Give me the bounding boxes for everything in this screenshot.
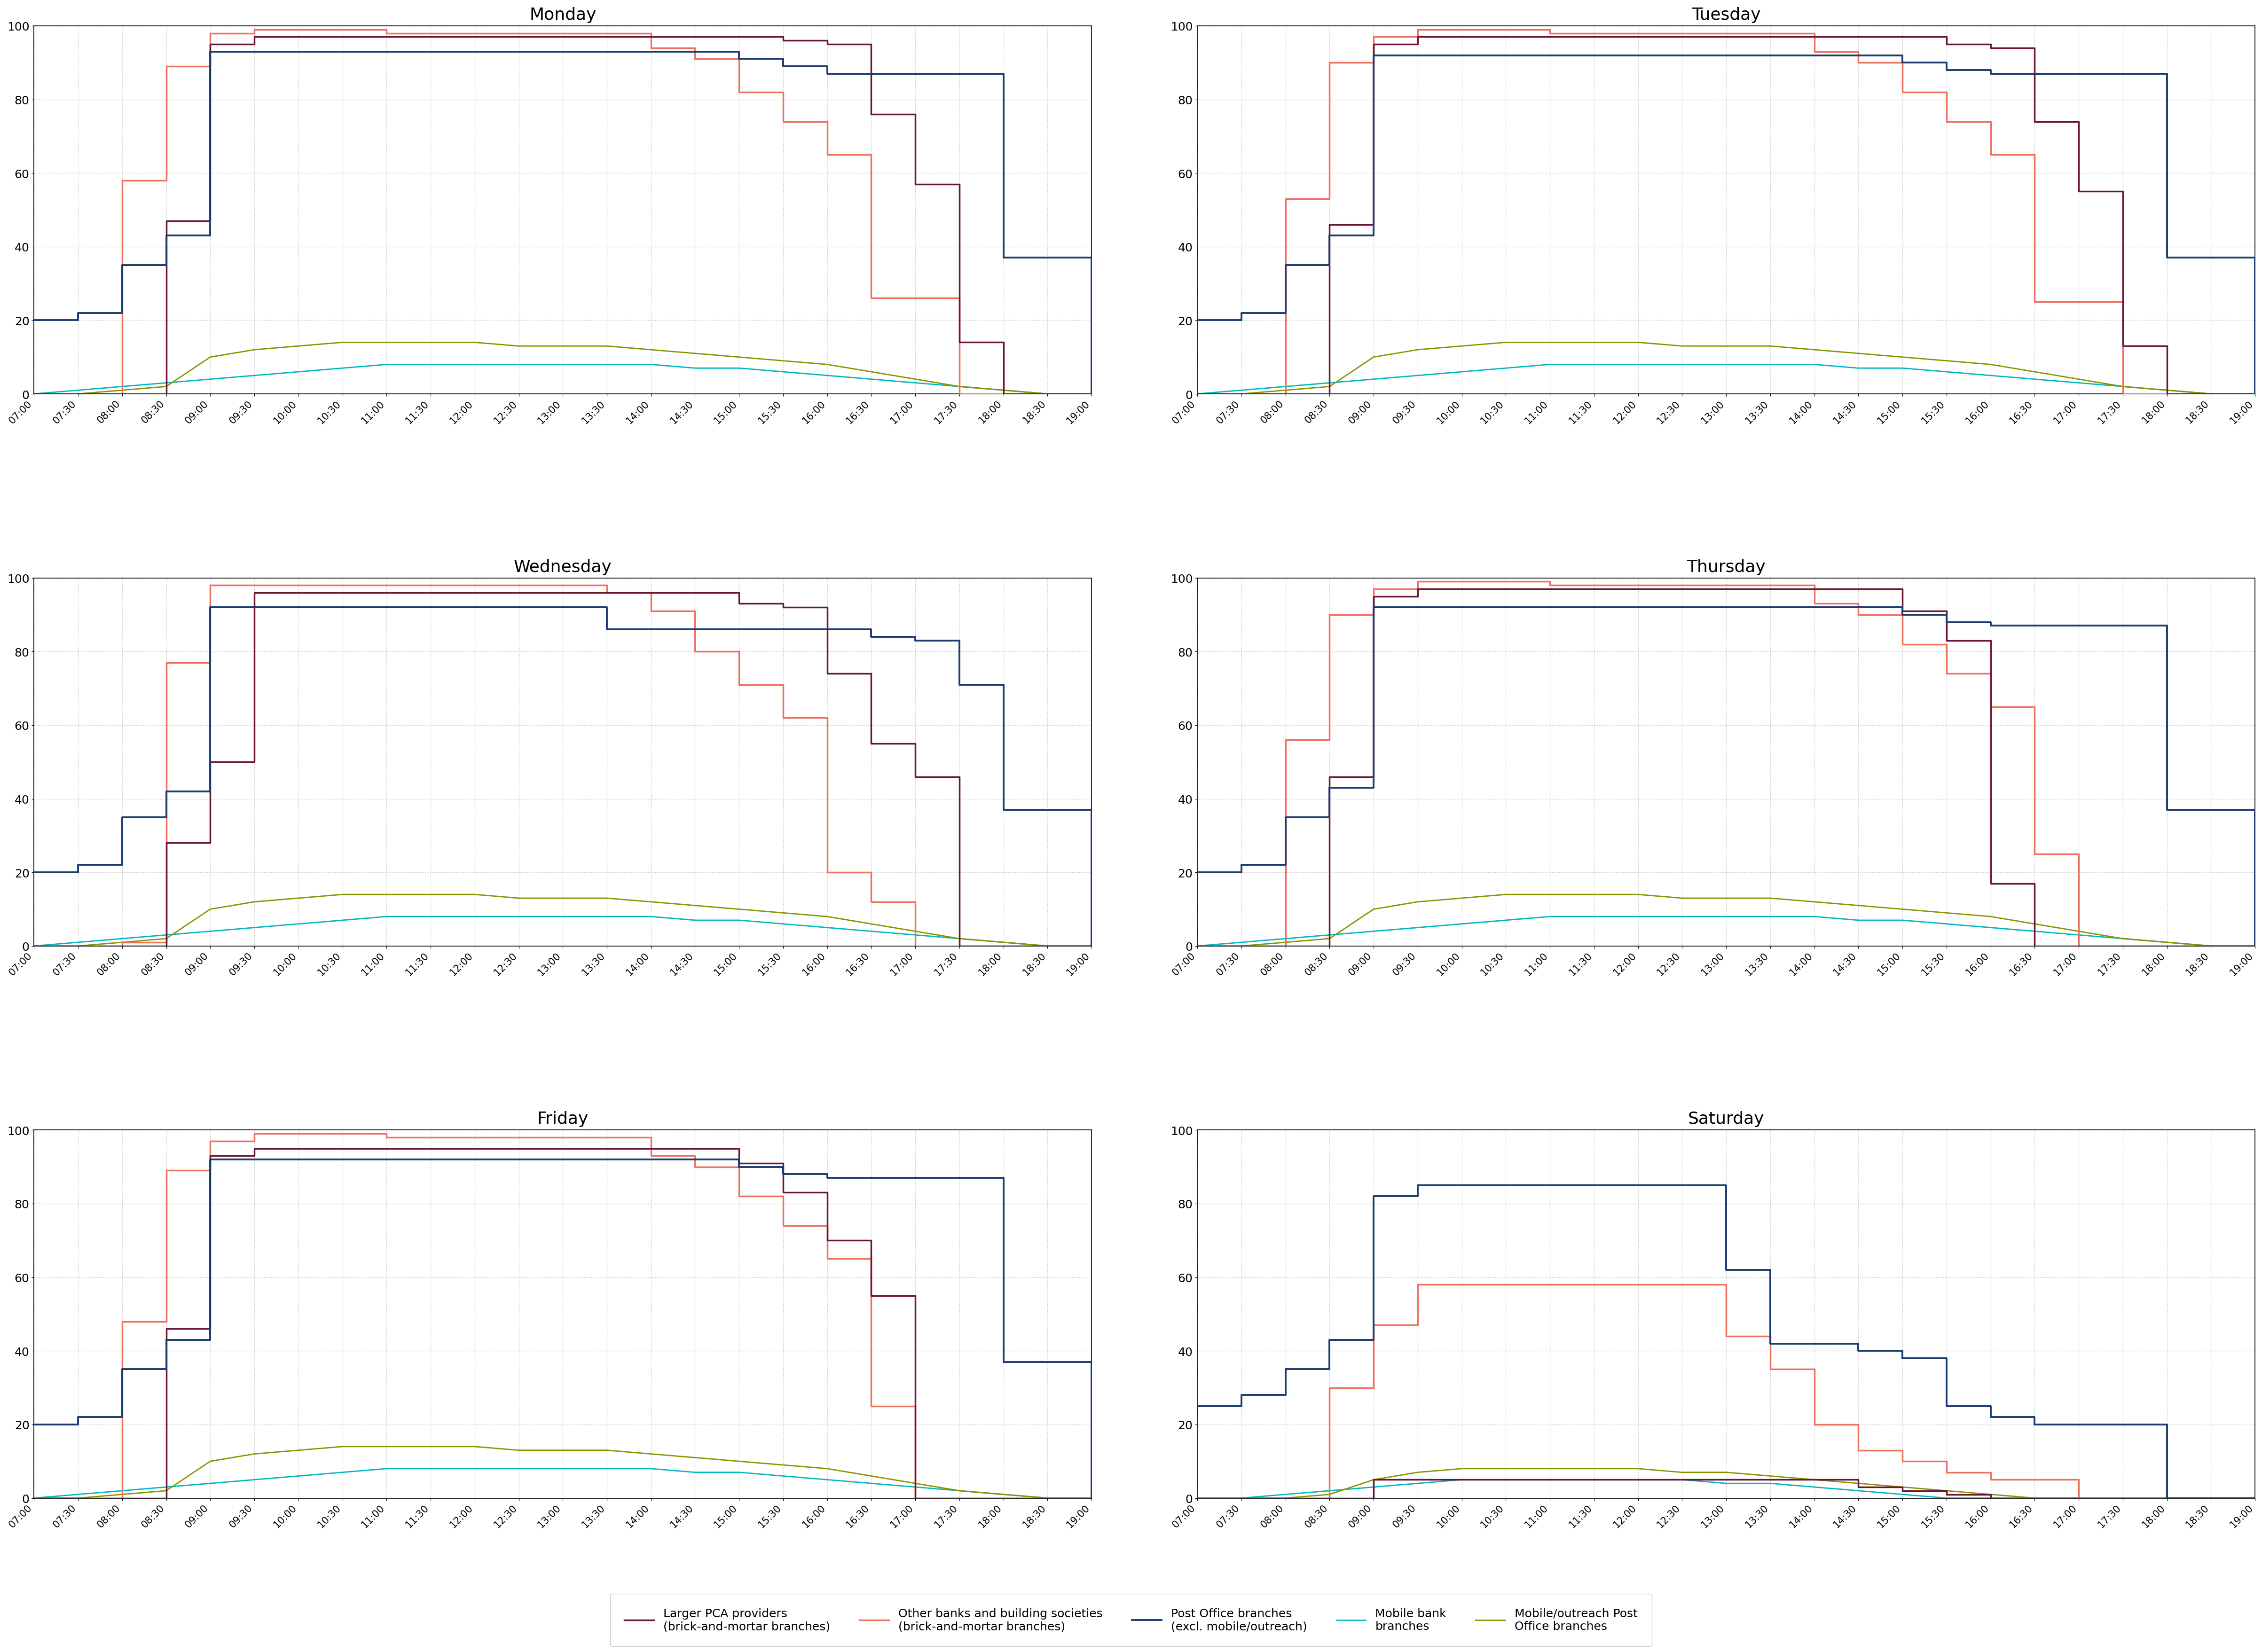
Title: Friday: Friday [536, 1110, 588, 1127]
Title: Monday: Monday [529, 7, 597, 23]
Title: Wednesday: Wednesday [513, 558, 611, 575]
Title: Thursday: Thursday [1687, 558, 1767, 575]
Title: Saturday: Saturday [1687, 1110, 1764, 1127]
Legend: Larger PCA providers
(brick-and-mortar branches), Other banks and building socie: Larger PCA providers (brick-and-mortar b… [611, 1594, 1651, 1645]
Title: Tuesday: Tuesday [1692, 7, 1760, 23]
